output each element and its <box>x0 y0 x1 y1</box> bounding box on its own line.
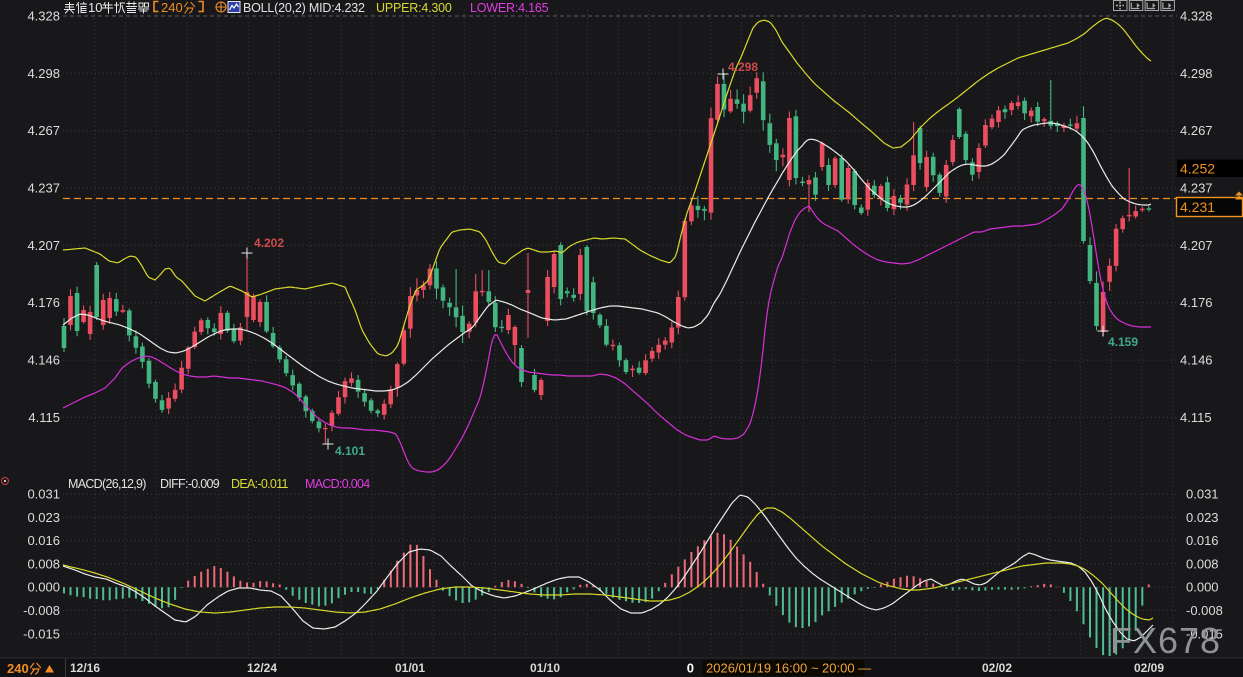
svg-text:UPPER:4.300: UPPER:4.300 <box>376 1 452 15</box>
svg-text:02/02: 02/02 <box>982 661 1012 675</box>
svg-text:LOWER:4.165: LOWER:4.165 <box>470 1 549 15</box>
svg-text:4.267: 4.267 <box>27 123 60 138</box>
svg-text:4.298: 4.298 <box>27 66 60 81</box>
svg-text:4.328: 4.328 <box>27 9 60 24</box>
svg-text:0.000: 0.000 <box>27 580 60 595</box>
svg-text:240: 240 <box>161 0 183 15</box>
svg-text:-0.008: -0.008 <box>1186 603 1223 618</box>
svg-text:4.237: 4.237 <box>27 181 60 196</box>
svg-text:4.146: 4.146 <box>27 353 60 368</box>
svg-text:4.146: 4.146 <box>1180 353 1213 368</box>
svg-text:01/01: 01/01 <box>395 661 425 675</box>
svg-text:4.237: 4.237 <box>1180 181 1213 196</box>
svg-text:4.207: 4.207 <box>1180 238 1213 253</box>
svg-text:4.159: 4.159 <box>1108 335 1138 349</box>
svg-text:4.115: 4.115 <box>28 410 60 425</box>
svg-text:4.298: 4.298 <box>728 60 758 74</box>
svg-text:10: 10 <box>88 0 102 15</box>
svg-text:0.016: 0.016 <box>1186 533 1219 548</box>
svg-text:0.031: 0.031 <box>27 487 60 502</box>
svg-text:4.115: 4.115 <box>1180 410 1212 425</box>
svg-text:4.176: 4.176 <box>1180 295 1213 310</box>
svg-text:2026/01/19 16:00 ~ 20:00 —: 2026/01/19 16:00 ~ 20:00 — <box>706 661 871 676</box>
svg-text:0.008: 0.008 <box>27 556 60 571</box>
svg-text:4.231: 4.231 <box>1180 199 1215 215</box>
svg-text:4.328: 4.328 <box>1180 9 1213 24</box>
svg-text:4.252: 4.252 <box>1180 161 1215 177</box>
svg-text:4.267: 4.267 <box>1180 123 1213 138</box>
svg-text:BOLL(20,2) MID:4.232: BOLL(20,2) MID:4.232 <box>243 1 365 15</box>
svg-text:DEA:-0.011: DEA:-0.011 <box>231 477 288 491</box>
svg-text:4.176: 4.176 <box>27 295 60 310</box>
svg-text:MACD:0.004: MACD:0.004 <box>305 477 370 491</box>
svg-text:MACD(26,12,9): MACD(26,12,9) <box>68 477 146 491</box>
svg-text:4.202: 4.202 <box>254 236 284 250</box>
svg-text:01/10: 01/10 <box>530 661 560 675</box>
svg-text:-0.008: -0.008 <box>23 603 60 618</box>
svg-text:0.023: 0.023 <box>1186 510 1219 525</box>
svg-text:DIFF:-0.009: DIFF:-0.009 <box>160 477 220 491</box>
svg-text:12/16: 12/16 <box>70 661 100 675</box>
svg-text:240: 240 <box>7 661 29 676</box>
svg-text:02/09: 02/09 <box>1134 661 1164 675</box>
svg-text:-0.015: -0.015 <box>23 626 60 641</box>
svg-text:0.031: 0.031 <box>1186 487 1219 502</box>
svg-text:0.023: 0.023 <box>27 510 60 525</box>
svg-text:4.101: 4.101 <box>335 444 365 458</box>
svg-text:4.298: 4.298 <box>1180 66 1213 81</box>
svg-text:0.016: 0.016 <box>27 533 60 548</box>
svg-text:12/24: 12/24 <box>247 661 277 675</box>
svg-text:0.008: 0.008 <box>1186 556 1219 571</box>
svg-text:4.207: 4.207 <box>27 238 60 253</box>
svg-text:0: 0 <box>687 661 694 676</box>
svg-text:-0.015: -0.015 <box>1186 626 1223 641</box>
svg-text:FX678: FX678 <box>1110 620 1221 661</box>
svg-text:0.000: 0.000 <box>1186 580 1219 595</box>
